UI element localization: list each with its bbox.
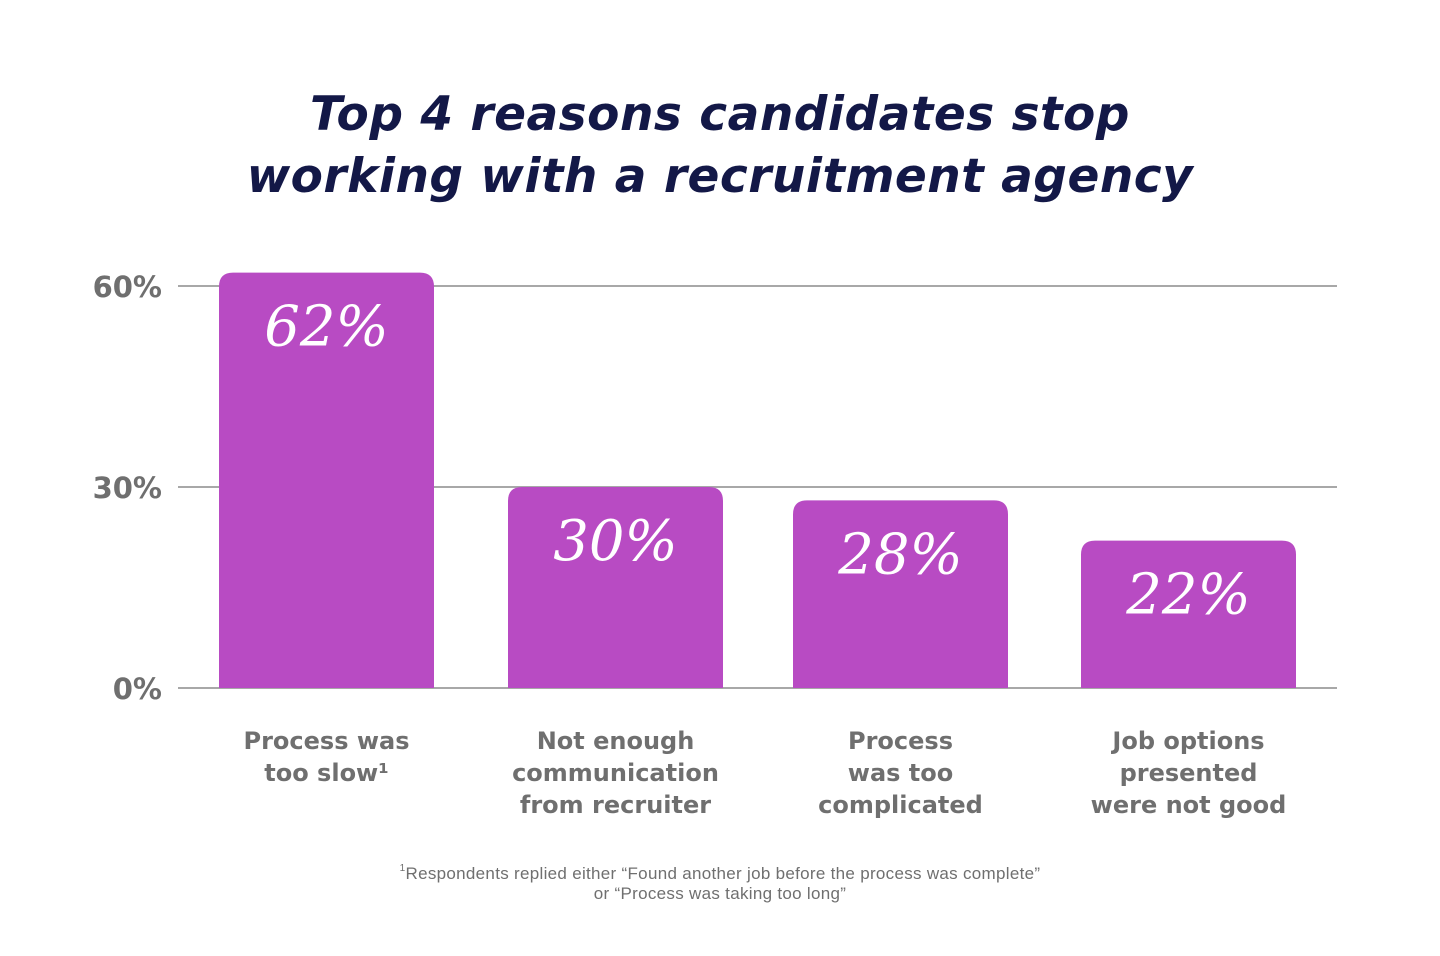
x-category-label: Process was <box>244 727 410 755</box>
bar-value-label: 62% <box>264 295 388 360</box>
x-category-label: from recruiter <box>520 791 711 819</box>
x-category-label: Job options <box>1110 727 1264 755</box>
bar <box>793 500 1008 688</box>
chart-title-line-2: working with a recruitment agency <box>246 149 1194 204</box>
y-tick-label: 60% <box>93 270 162 304</box>
x-category-label: complicated <box>818 791 983 819</box>
x-category-label: communication <box>512 759 719 787</box>
footnote-text-1: Respondents replied either “Found anothe… <box>405 864 1041 883</box>
chart-title-line-1: Top 4 reasons candidates stop <box>310 87 1130 142</box>
x-category-label: Process <box>848 727 953 755</box>
x-category-label: were not good <box>1091 791 1287 819</box>
x-category-label: presented <box>1120 759 1258 787</box>
x-category-label: was too <box>848 759 953 787</box>
x-category-label: Not enough <box>537 727 695 755</box>
bar <box>508 487 723 688</box>
footnote-marker: 1 <box>399 863 406 874</box>
bar-value-label: 22% <box>1125 563 1250 628</box>
chart-title: Top 4 reasons candidates stop working wi… <box>0 84 1440 208</box>
bar-value-label: 28% <box>837 522 962 587</box>
y-tick-label: 30% <box>93 471 162 505</box>
bar-value-label: 30% <box>553 509 677 574</box>
footnote: 1Respondents replied either “Found anoth… <box>0 864 1440 904</box>
y-tick-label: 0% <box>113 672 162 706</box>
bar <box>1081 540 1296 688</box>
footnote-line-1: 1Respondents replied either “Found anoth… <box>0 864 1440 884</box>
x-category-label: too slow¹ <box>264 759 389 787</box>
footnote-line-2: or “Process was taking too long” <box>593 884 847 903</box>
bar <box>219 272 434 688</box>
